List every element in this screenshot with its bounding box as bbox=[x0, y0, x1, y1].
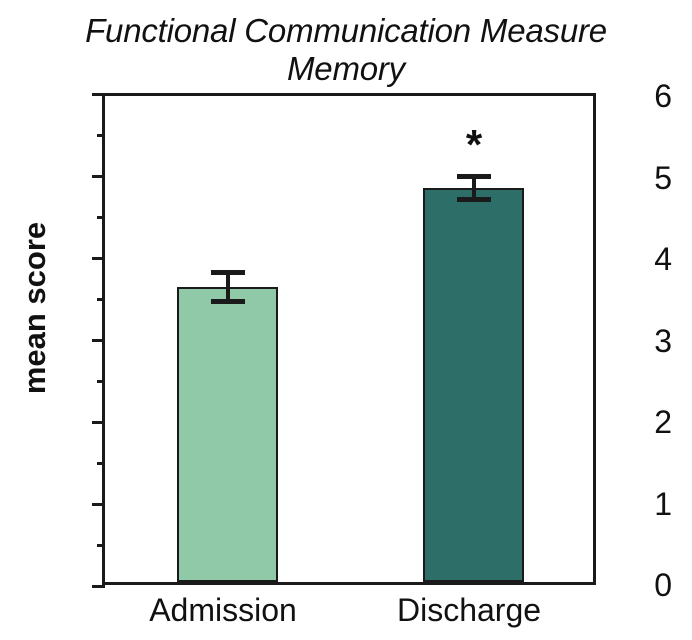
plot-inner: * bbox=[92, 93, 593, 588]
error-bar-cap-lower bbox=[210, 299, 245, 304]
y-tick-major-2 bbox=[92, 421, 105, 424]
y-tick-minor-0-5 bbox=[97, 544, 105, 547]
y-tick-major-1 bbox=[92, 503, 105, 506]
y-axis-title: mean score bbox=[17, 221, 52, 395]
y-tick-major-6 bbox=[92, 93, 105, 96]
error-bar-stem bbox=[225, 270, 230, 304]
y-tick-label-2: 2 bbox=[654, 404, 672, 440]
y-tick-label-5: 5 bbox=[654, 160, 672, 196]
error-bar-cap-lower bbox=[456, 197, 491, 202]
y-tick-minor-2-5 bbox=[97, 380, 105, 383]
y-tick-minor-4-5 bbox=[97, 216, 105, 219]
chart-title: Functional Communication Measure Memory bbox=[0, 12, 692, 88]
bar-admission[interactable] bbox=[177, 287, 278, 582]
x-tick-label-discharge: Discharge bbox=[396, 592, 542, 628]
plot-area: * bbox=[92, 93, 596, 588]
y-tick-label-3: 3 bbox=[654, 323, 672, 359]
y-tick-label-0: 0 bbox=[654, 567, 672, 603]
error-bar-stem bbox=[471, 174, 476, 202]
y-tick-label-1: 1 bbox=[654, 486, 672, 522]
y-tick-minor-1-5 bbox=[97, 462, 105, 465]
y-tick-major-4 bbox=[92, 257, 105, 260]
y-tick-label-4: 4 bbox=[654, 241, 672, 277]
error-bar-admission bbox=[177, 270, 278, 304]
y-tick-major-5 bbox=[92, 175, 105, 178]
y-tick-label-6: 6 bbox=[654, 78, 672, 114]
y-tick-major-0 bbox=[92, 585, 105, 588]
y-tick-minor-3-5 bbox=[97, 298, 105, 301]
significance-asterisk: * bbox=[465, 121, 483, 168]
y-tick-minor-5-5 bbox=[97, 134, 105, 137]
error-bar-discharge bbox=[423, 174, 524, 202]
bar-discharge[interactable] bbox=[423, 188, 524, 582]
y-tick-major-3 bbox=[92, 339, 105, 342]
error-bar-cap-upper bbox=[456, 174, 491, 179]
error-bar-cap-upper bbox=[210, 270, 245, 275]
chart-title-line-1: Functional Communication Measure bbox=[85, 12, 607, 49]
chart-title-line-2: Memory bbox=[287, 50, 405, 87]
x-tick-label-admission: Admission bbox=[149, 592, 297, 628]
